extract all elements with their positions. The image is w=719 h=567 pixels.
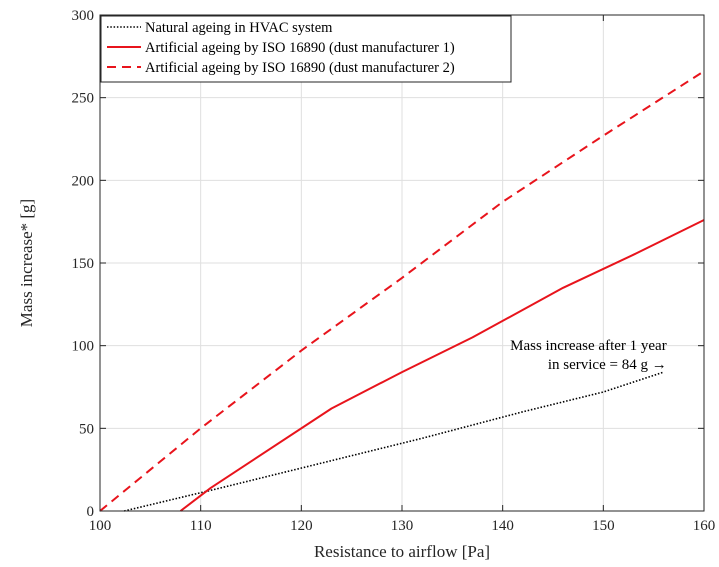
- y-tick-label: 100: [72, 339, 95, 355]
- legend-box: [100, 15, 512, 83]
- y-axis-label: Mass increase* [g]: [17, 199, 36, 327]
- series-dust-manufacturer-1: [179, 219, 705, 512]
- series-natural-ageing: [124, 371, 664, 512]
- x-tick-label: 130: [391, 518, 414, 534]
- annotation-line-2: in service = 84 g →: [548, 357, 667, 373]
- y-tick-label: 200: [72, 173, 95, 189]
- legend-label-natural: Natural ageing in HVAC system: [145, 20, 333, 36]
- axis-ticks: 100 110 120 130 140 150 160 0 50 100 150 200 250 300: [72, 8, 716, 534]
- annotation: Mass increase after 1 year in service = …: [510, 338, 667, 373]
- x-tick-label: 110: [190, 518, 212, 534]
- legend-label-dust-2: Artificial ageing by ISO 16890 (dust man…: [145, 60, 455, 76]
- y-tick-label: 150: [72, 256, 95, 272]
- x-tick-label: 100: [89, 518, 112, 534]
- legend-label-dust-1: Artificial ageing by ISO 16890 (dust man…: [145, 40, 455, 56]
- y-tick-label: 300: [72, 8, 95, 24]
- x-tick-label: 150: [592, 518, 615, 534]
- y-tick-label: 0: [87, 504, 95, 520]
- annotation-line-1: Mass increase after 1 year: [510, 338, 667, 354]
- x-tick-label: 120: [290, 518, 313, 534]
- y-tick-label: 50: [79, 421, 94, 437]
- series-dust-manufacturer-2: [99, 70, 705, 512]
- legend: Natural ageing in HVAC system Artificial…: [100, 15, 512, 83]
- x-tick-label: 160: [693, 518, 716, 534]
- series-group: [99, 70, 705, 512]
- y-tick-label: 250: [72, 91, 95, 107]
- x-tick-label: 140: [491, 518, 514, 534]
- x-axis-label: Resistance to airflow [Pa]: [314, 542, 490, 561]
